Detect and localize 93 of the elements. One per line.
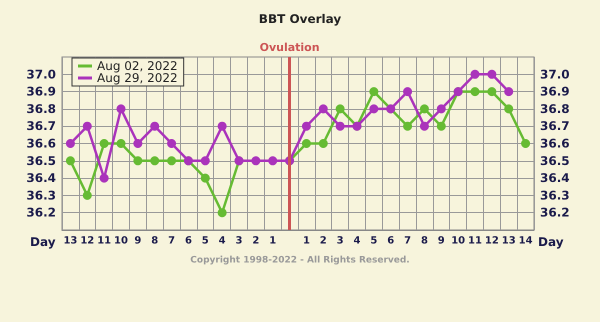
point: [336, 104, 345, 114]
y-tick-label: 36.6: [26, 136, 56, 150]
x-tick-label: 9: [134, 236, 142, 246]
y2-tick-label: 36.8: [540, 102, 570, 116]
point: [504, 104, 514, 114]
chart-title: BBT Overlay: [258, 12, 342, 26]
point: [336, 122, 345, 131]
y2-tick-label: 36.2: [540, 206, 570, 220]
x-tick-label: 9: [438, 236, 445, 246]
point: [82, 122, 92, 131]
y-tick-label: 36.9: [26, 84, 56, 99]
point: [369, 104, 378, 114]
point: [133, 139, 142, 148]
x-tick-label: 11: [468, 236, 482, 246]
x-tick-label: 6: [387, 236, 394, 246]
point: [218, 208, 227, 218]
point: [82, 190, 92, 200]
x-tick-label: 11: [97, 236, 112, 246]
point: [150, 156, 160, 166]
y2-tick-label: 36.5: [540, 154, 570, 168]
text: Day: [30, 235, 56, 249]
point: [218, 122, 227, 131]
point: [167, 156, 176, 166]
point: [521, 139, 530, 148]
point: [504, 87, 514, 96]
point: [133, 156, 142, 166]
x-tick-label: 5: [202, 236, 209, 246]
y-tick-label: 36.4: [26, 171, 56, 186]
point: [100, 139, 109, 148]
point: [200, 156, 210, 166]
point: [470, 70, 480, 79]
point: [436, 122, 446, 131]
point: [66, 156, 75, 166]
x-tick-label: 2: [252, 236, 260, 246]
y2-tick-label: 36.3: [540, 188, 570, 202]
point: [150, 122, 160, 131]
y-tick-label: 36.7: [26, 119, 56, 134]
x-tick-label: 8: [420, 236, 428, 246]
point: [318, 104, 328, 114]
y2-tick-label: 36.4: [540, 171, 570, 186]
point: [470, 87, 480, 96]
x-tick-label: 14: [518, 236, 533, 246]
x-tick-label: 2: [320, 236, 327, 246]
point: [116, 104, 126, 114]
point: [403, 122, 412, 131]
x-tick-label: 10: [114, 236, 128, 246]
x-tick-label: 7: [168, 236, 176, 246]
point: [200, 174, 210, 183]
x-axis-title: Day: [538, 235, 564, 249]
point: [167, 139, 176, 148]
point: [436, 104, 446, 114]
point: [66, 139, 75, 148]
point: [403, 87, 412, 96]
text: Copyright 1998-2022 - All Rights Reserved.: [190, 256, 410, 266]
x-tick-label: 12: [80, 236, 94, 246]
point: [487, 70, 496, 79]
point: [420, 104, 429, 114]
x-tick-label: 4: [218, 236, 226, 246]
y2-tick-label: 36.9: [540, 84, 570, 99]
point: [420, 122, 429, 131]
x-tick-label: 3: [236, 236, 243, 246]
y2-tick-label: 37.0: [540, 67, 570, 82]
point: [116, 139, 126, 148]
point: [487, 87, 496, 96]
x-tick-label: 13: [502, 236, 516, 246]
point: [251, 156, 260, 166]
ref-line-label: Ovulation: [260, 41, 320, 54]
x-tick-label: 10: [451, 236, 466, 246]
point: [268, 156, 278, 166]
point: [318, 139, 328, 148]
x-tick-label: 7: [404, 236, 412, 246]
legend-label: Aug 02, 2022: [97, 59, 178, 73]
point: [369, 87, 378, 96]
y-tick-label: 36.8: [26, 102, 56, 116]
x-tick-label: 1: [302, 236, 310, 246]
y2-tick-label: 36.6: [540, 136, 570, 150]
y-tick-label: 36.5: [26, 154, 56, 168]
point: [302, 122, 311, 131]
x-tick-label: 13: [63, 236, 78, 246]
x-tick-label: 4: [354, 236, 361, 246]
y-tick-label: 36.2: [26, 206, 56, 220]
x-tick-label: 6: [184, 236, 192, 246]
x-tick-label: 3: [336, 236, 344, 246]
y2-tick-label: 36.7: [540, 119, 570, 134]
point: [100, 174, 109, 183]
x-tick-label: 8: [151, 236, 158, 246]
y-tick-label: 36.3: [26, 188, 56, 202]
legend-label: Aug 29, 2022: [97, 71, 178, 85]
x-tick-label: 1: [269, 236, 276, 246]
y-tick-label: 37.0: [26, 67, 56, 82]
x-tick-label: 5: [370, 236, 378, 246]
x-tick-label: 12: [484, 236, 499, 246]
point: [302, 139, 311, 148]
